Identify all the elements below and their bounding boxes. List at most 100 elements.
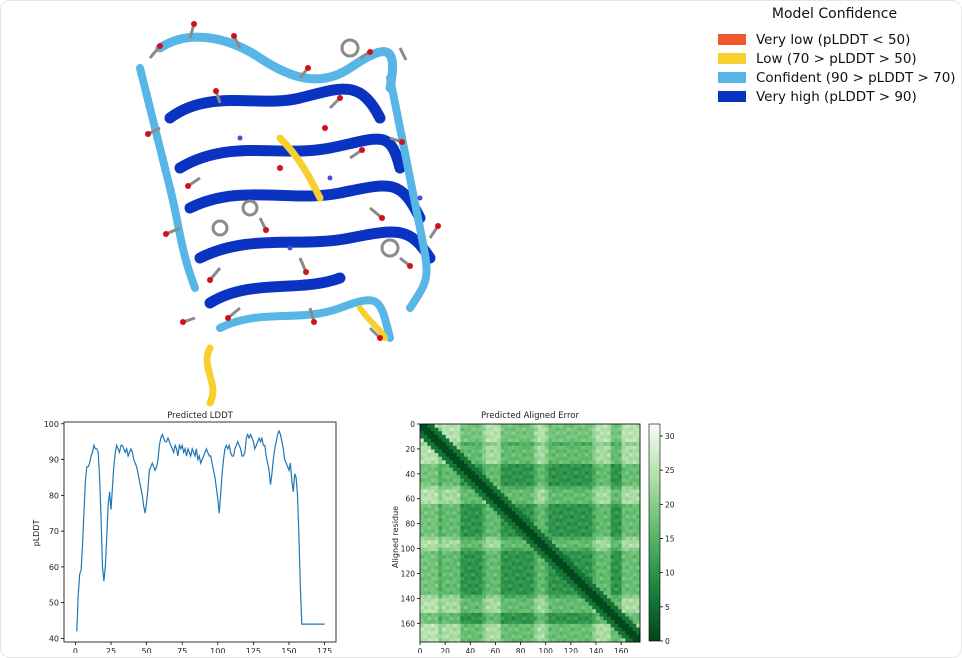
heatmap-cell [533,496,538,501]
heatmap-cell [497,424,502,429]
heatmap-cell [427,565,432,570]
heatmap-cell [599,554,604,559]
heatmap-cell [489,514,494,519]
heatmap-cell [603,620,608,625]
heatmap-cell [519,482,524,487]
heatmap-cell [544,598,549,603]
heatmap-cell [427,467,432,472]
heatmap-cell [475,609,480,614]
heatmap-cell [511,442,516,447]
heatmap-cell [449,511,454,516]
heatmap-cell [526,474,531,479]
heatmap-cell [497,449,502,454]
heatmap-cell [629,525,634,530]
heatmap-cell [563,620,568,625]
heatmap-cell [537,583,542,588]
heatmap-cell [574,427,579,432]
heatmap-cell [522,500,527,505]
heatmap-cell [618,460,623,465]
heatmap-cell [467,602,472,607]
heatmap-cell [592,583,597,588]
heatmap-cell [592,424,597,429]
heatmap-cell [434,438,439,443]
heatmap-cell [555,536,560,541]
heatmap-cell [431,558,436,563]
heatmap-cell [632,547,637,552]
heatmap-cell [519,507,524,512]
heatmap-cell [423,434,428,439]
heatmap-cell [596,434,601,439]
heatmap-cell [453,623,458,628]
heatmap-cell [618,533,623,538]
heatmap-cell [434,594,439,599]
heatmap-cell [456,631,461,636]
heatmap-cell [541,453,546,458]
heatmap-cell [625,569,630,574]
heatmap-cell [544,518,549,523]
heatmap-cell [420,500,425,505]
heatmap-cell [537,605,542,610]
heatmap-cell [603,496,608,501]
heatmap-cell [464,503,469,508]
heatmap-cell [449,616,454,621]
heatmap-cell [526,467,531,472]
heatmap-cell [445,558,450,563]
heatmap-cell [618,434,623,439]
heatmap-cell [548,583,553,588]
heatmap-cell [625,554,630,559]
heatmap-cell [603,623,608,628]
heatmap-cell [434,474,439,479]
heatmap-cell [478,482,483,487]
heatmap-cell [449,609,454,614]
heatmap-cell [504,489,509,494]
heatmap-cell [610,569,615,574]
heatmap-cell [607,482,612,487]
heatmap-cell [434,620,439,625]
heatmap-cell [596,623,601,628]
heatmap-cell [607,434,612,439]
heatmap-cell [555,565,560,570]
heatmap-cell [500,594,505,599]
heatmap-cell [548,536,553,541]
heatmap-cell [629,507,634,512]
heatmap-cell [475,547,480,552]
heatmap-cell [541,460,546,465]
heatmap-cell [438,463,443,468]
heatmap-cell [636,453,641,458]
heatmap-cell [489,587,494,592]
heatmap-cell [471,507,476,512]
heatmap-cell [533,427,538,432]
heatmap-cell [629,569,634,574]
heatmap-cell [453,522,458,527]
heatmap-cell [456,503,461,508]
heatmap-cell [508,620,513,625]
heatmap-cell [555,583,560,588]
heatmap-cell [574,623,579,628]
heatmap-cell [431,485,436,490]
heatmap-cell [544,572,549,577]
heatmap-cell [555,634,560,639]
heatmap-cell [563,572,568,577]
heatmap-cell [442,427,447,432]
heatmap-cell [519,424,524,429]
heatmap-cell [497,442,502,447]
heatmap-cell [541,609,546,614]
heatmap-cell [500,463,505,468]
heatmap-cell [489,638,494,643]
heatmap-cell [541,591,546,596]
heatmap-cell [614,565,619,570]
heatmap-cell [431,547,436,552]
heatmap-cell [482,503,487,508]
heatmap-cell [592,511,597,516]
heatmap-cell [519,474,524,479]
heatmap-cell [537,503,542,508]
heatmap-cell [544,591,549,596]
heatmap-cell [577,431,582,436]
heatmap-cell [511,558,516,563]
heatmap-cell [475,602,480,607]
heatmap-cell [577,587,582,592]
heatmap-cell [563,612,568,617]
heatmap-cell [636,627,641,632]
heatmap-cell [559,609,564,614]
heatmap-cell [625,627,630,632]
